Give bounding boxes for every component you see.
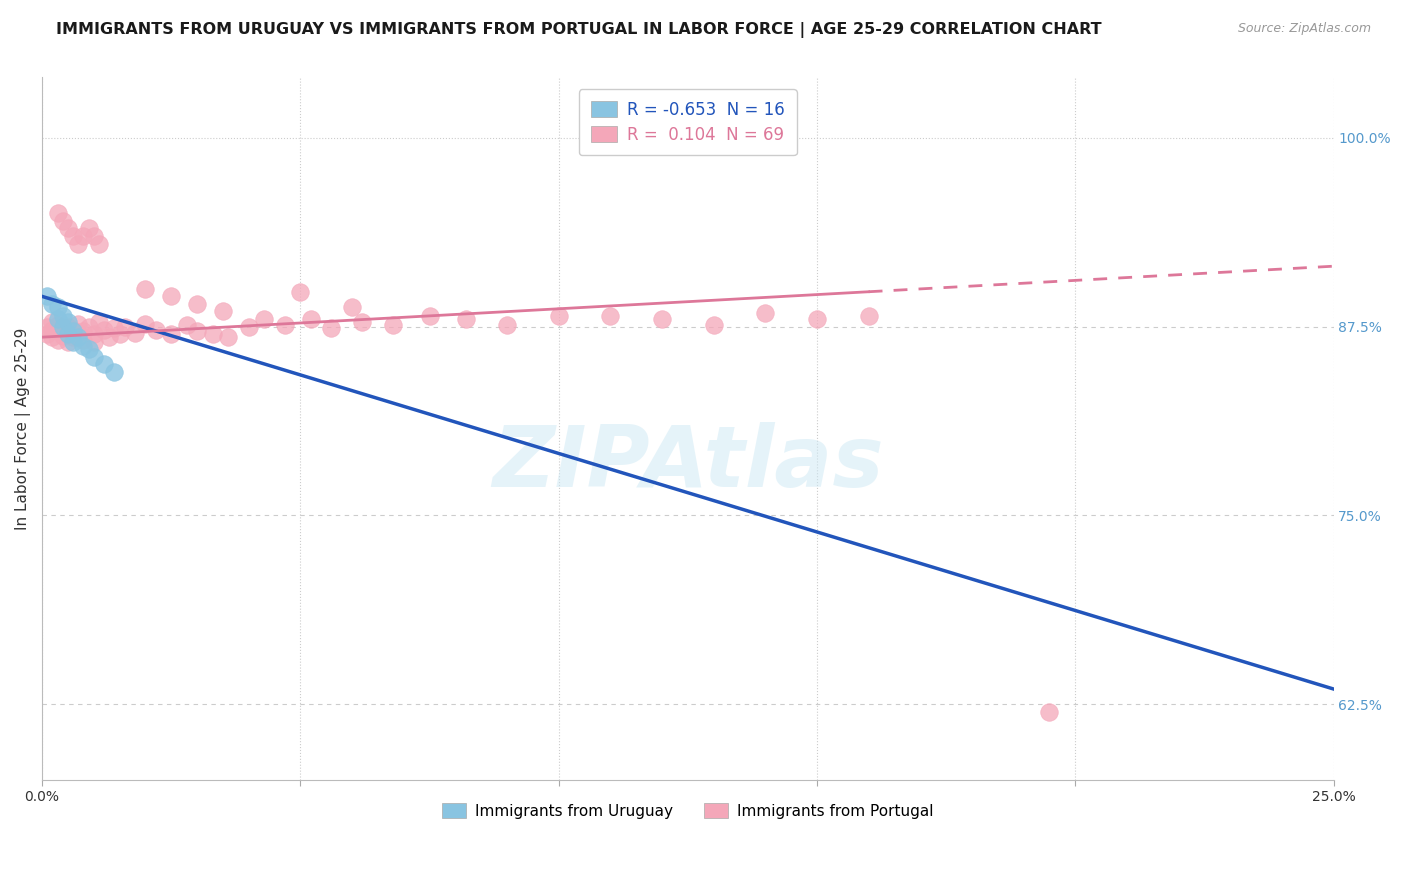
Point bbox=[186, 324, 208, 338]
Point bbox=[382, 318, 405, 332]
Point bbox=[56, 221, 79, 235]
Point bbox=[56, 327, 79, 342]
Point bbox=[201, 327, 224, 342]
Point bbox=[77, 221, 100, 235]
Point bbox=[160, 289, 183, 303]
Point bbox=[62, 324, 84, 338]
Point bbox=[299, 312, 322, 326]
Point bbox=[41, 315, 63, 329]
Point bbox=[46, 300, 69, 314]
Point bbox=[806, 312, 828, 326]
Point bbox=[52, 214, 75, 228]
Point bbox=[41, 330, 63, 344]
Point bbox=[52, 319, 75, 334]
Point bbox=[72, 339, 94, 353]
Point bbox=[454, 312, 477, 326]
Point bbox=[87, 236, 110, 251]
Point bbox=[93, 357, 115, 371]
Point bbox=[37, 289, 59, 303]
Point bbox=[83, 229, 105, 244]
Point bbox=[62, 334, 84, 349]
Point bbox=[114, 319, 136, 334]
Point bbox=[160, 327, 183, 342]
Point bbox=[37, 319, 59, 334]
Point bbox=[340, 300, 363, 314]
Point bbox=[46, 333, 69, 347]
Point bbox=[253, 312, 276, 326]
Legend: Immigrants from Uruguay, Immigrants from Portugal: Immigrants from Uruguay, Immigrants from… bbox=[436, 797, 941, 824]
Point bbox=[274, 318, 297, 332]
Point bbox=[67, 317, 90, 331]
Point bbox=[72, 229, 94, 244]
Text: ZIPAtlas: ZIPAtlas bbox=[492, 422, 883, 505]
Point bbox=[290, 285, 312, 299]
Point bbox=[37, 327, 59, 342]
Point bbox=[87, 315, 110, 329]
Point bbox=[46, 206, 69, 220]
Text: Source: ZipAtlas.com: Source: ZipAtlas.com bbox=[1237, 22, 1371, 36]
Point bbox=[83, 327, 105, 342]
Point bbox=[62, 323, 84, 337]
Point bbox=[83, 334, 105, 349]
Point bbox=[46, 318, 69, 332]
Point bbox=[46, 312, 69, 326]
Point bbox=[46, 324, 69, 338]
Point bbox=[145, 323, 167, 337]
Point bbox=[93, 323, 115, 337]
Point bbox=[56, 319, 79, 334]
Point bbox=[212, 304, 235, 318]
Point bbox=[72, 333, 94, 347]
Point bbox=[321, 321, 343, 335]
Point bbox=[41, 323, 63, 337]
Point bbox=[41, 297, 63, 311]
Point bbox=[98, 330, 121, 344]
Text: IMMIGRANTS FROM URUGUAY VS IMMIGRANTS FROM PORTUGAL IN LABOR FORCE | AGE 25-29 C: IMMIGRANTS FROM URUGUAY VS IMMIGRANTS FR… bbox=[56, 22, 1102, 38]
Point bbox=[1038, 705, 1060, 719]
Point bbox=[418, 309, 440, 323]
Point bbox=[56, 327, 79, 342]
Point bbox=[134, 282, 156, 296]
Point bbox=[62, 330, 84, 344]
Point bbox=[62, 229, 84, 244]
Point bbox=[56, 334, 79, 349]
Point bbox=[72, 324, 94, 338]
Point bbox=[547, 309, 569, 323]
Point bbox=[238, 319, 260, 334]
Point bbox=[77, 319, 100, 334]
Point bbox=[52, 321, 75, 335]
Point bbox=[186, 297, 208, 311]
Point bbox=[103, 365, 125, 379]
Point bbox=[124, 326, 146, 340]
Point bbox=[67, 330, 90, 344]
Point bbox=[77, 343, 100, 357]
Point bbox=[217, 330, 239, 344]
Y-axis label: In Labor Force | Age 25-29: In Labor Force | Age 25-29 bbox=[15, 327, 31, 530]
Point bbox=[352, 315, 374, 329]
Point bbox=[496, 318, 519, 332]
Point bbox=[67, 326, 90, 340]
Point bbox=[754, 306, 776, 320]
Point bbox=[52, 309, 75, 323]
Point bbox=[858, 309, 880, 323]
Point bbox=[108, 327, 131, 342]
Point bbox=[651, 312, 673, 326]
Point bbox=[67, 236, 90, 251]
Point bbox=[52, 328, 75, 343]
Point bbox=[83, 350, 105, 364]
Point bbox=[176, 318, 198, 332]
Point bbox=[599, 309, 621, 323]
Point bbox=[134, 317, 156, 331]
Point bbox=[56, 315, 79, 329]
Point bbox=[703, 318, 725, 332]
Point bbox=[103, 321, 125, 335]
